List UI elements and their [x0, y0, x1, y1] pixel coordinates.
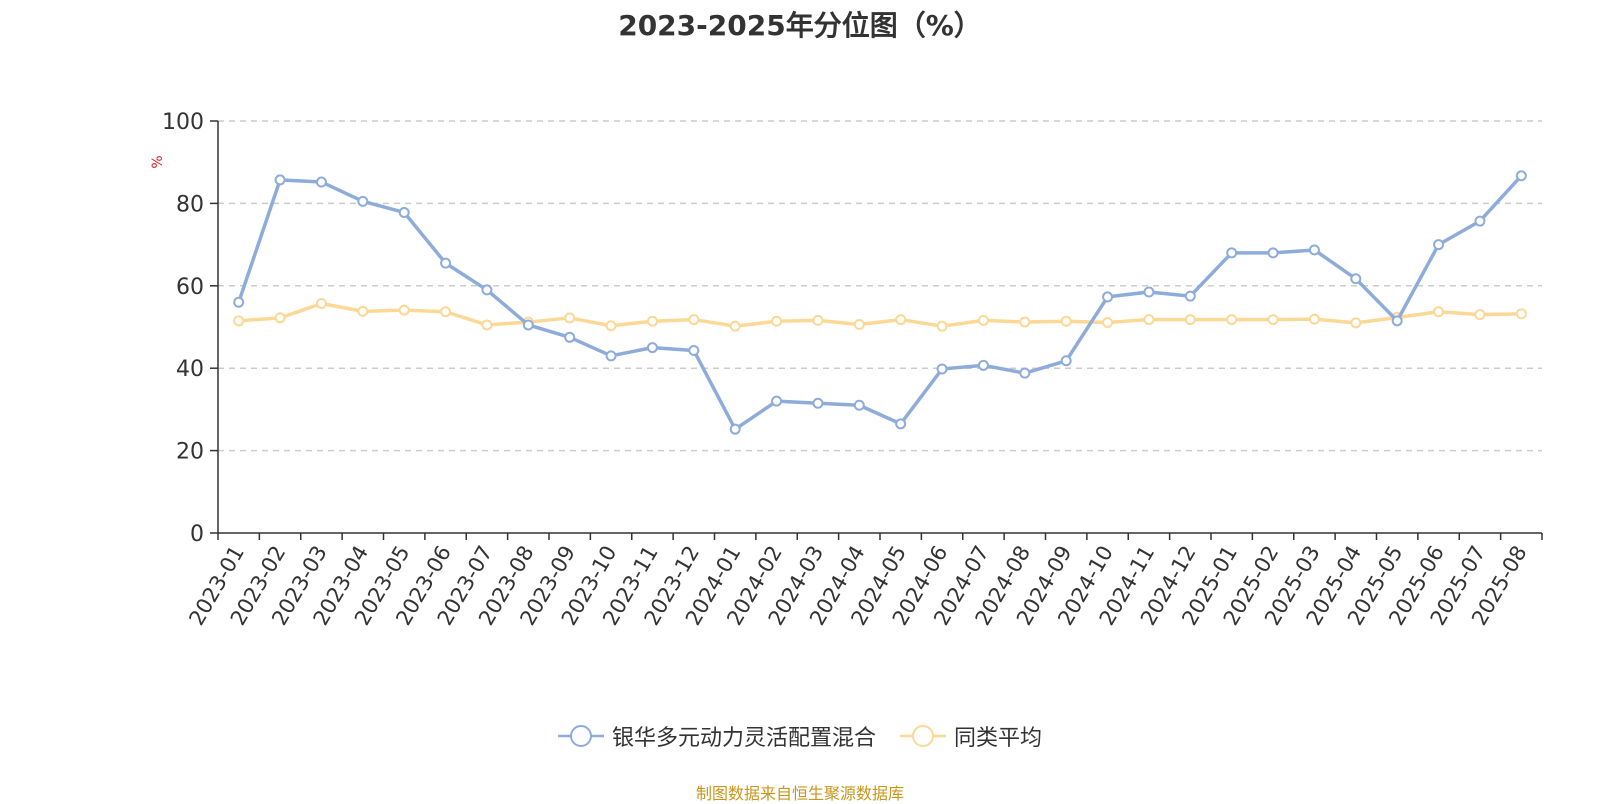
- data-point: [1184, 290, 1196, 302]
- data-point: [1102, 291, 1114, 303]
- legend-item[interactable]: 同类平均: [900, 720, 1042, 752]
- data-point: [1474, 309, 1486, 321]
- y-tick-label: 20: [176, 440, 204, 465]
- data-point: [1060, 315, 1072, 327]
- data-point: [564, 331, 576, 343]
- data-point: [1308, 244, 1320, 256]
- data-point: [564, 312, 576, 324]
- data-point: [1391, 315, 1403, 327]
- y-tick-label: 0: [190, 522, 204, 547]
- y-tick-label: 60: [176, 275, 204, 300]
- tick-labels: 020406080100%2023-012023-022023-032023-0…: [150, 110, 1532, 629]
- data-point: [274, 312, 286, 324]
- data-point: [853, 399, 865, 411]
- legend-swatch: [557, 725, 604, 747]
- y-tick-label: 80: [176, 192, 204, 217]
- data-point: [1433, 239, 1445, 251]
- data-point: [605, 350, 617, 362]
- data-point: [1433, 306, 1445, 318]
- legend-item[interactable]: 银华多元动力灵活配置混合: [557, 720, 876, 752]
- series-line: [237, 174, 1523, 431]
- legend-label: 同类平均: [954, 726, 1043, 751]
- data-point: [646, 342, 658, 354]
- data-point: [1060, 355, 1072, 367]
- legend-swatch: [900, 725, 946, 747]
- data-point: [895, 418, 907, 430]
- y-tick-label: 100: [162, 110, 204, 135]
- data-point: [1019, 316, 1031, 328]
- data-point: [605, 320, 617, 332]
- data-source-note: 制图数据来自恒生聚源数据库: [695, 784, 904, 803]
- data-point: [315, 298, 327, 310]
- data-point: [812, 314, 824, 326]
- data-point: [688, 344, 700, 356]
- axes: [210, 120, 1543, 540]
- data-point: [1267, 247, 1279, 259]
- data-point: [1350, 273, 1362, 285]
- data-point: [1308, 313, 1320, 325]
- data-point: [771, 395, 783, 407]
- data-point: [440, 306, 452, 318]
- series-line: [238, 301, 1522, 328]
- data-point: [233, 296, 245, 308]
- data-point: [688, 314, 700, 326]
- data-point: [440, 257, 452, 269]
- data-point: [936, 320, 948, 332]
- data-point: [274, 174, 286, 186]
- data-point: [729, 320, 741, 332]
- data-point: [1102, 316, 1114, 328]
- data-point: [1515, 308, 1527, 320]
- data-point: [1474, 215, 1486, 227]
- data-point: [398, 304, 410, 316]
- data-point: [1226, 314, 1238, 326]
- data-point: [1143, 286, 1155, 298]
- gridlines: [218, 120, 1542, 452]
- chart-title: 2023-2025年分位图（%）: [618, 9, 982, 42]
- data-point: [398, 206, 410, 218]
- data-point: [1143, 314, 1155, 326]
- data-point: [1267, 314, 1279, 326]
- data-point: [812, 397, 824, 409]
- data-point: [1515, 170, 1527, 182]
- data-point: [1226, 247, 1238, 259]
- data-point: [357, 195, 369, 207]
- data-point: [315, 176, 327, 188]
- data-point: [895, 314, 907, 326]
- y-tick-label: 40: [176, 357, 204, 382]
- data-point: [729, 423, 741, 435]
- data-point: [522, 319, 534, 331]
- data-point: [481, 319, 493, 331]
- data-point: [977, 314, 989, 326]
- data-point: [1184, 314, 1196, 326]
- data-point: [936, 363, 948, 375]
- data-point: [1019, 367, 1031, 379]
- data-point: [853, 319, 865, 331]
- data-point: [977, 359, 989, 371]
- y-axis-label: %: [150, 155, 166, 168]
- data-point: [233, 315, 245, 327]
- data-point: [1350, 317, 1362, 329]
- data-point: [771, 315, 783, 327]
- data-point: [481, 284, 493, 296]
- data-point: [646, 315, 658, 327]
- data-point: [357, 305, 369, 317]
- legend-label: 银华多元动力灵活配置混合: [611, 726, 876, 751]
- legend: 银华多元动力灵活配置混合 同类平均: [0, 720, 1600, 752]
- series-lines: [233, 170, 1527, 435]
